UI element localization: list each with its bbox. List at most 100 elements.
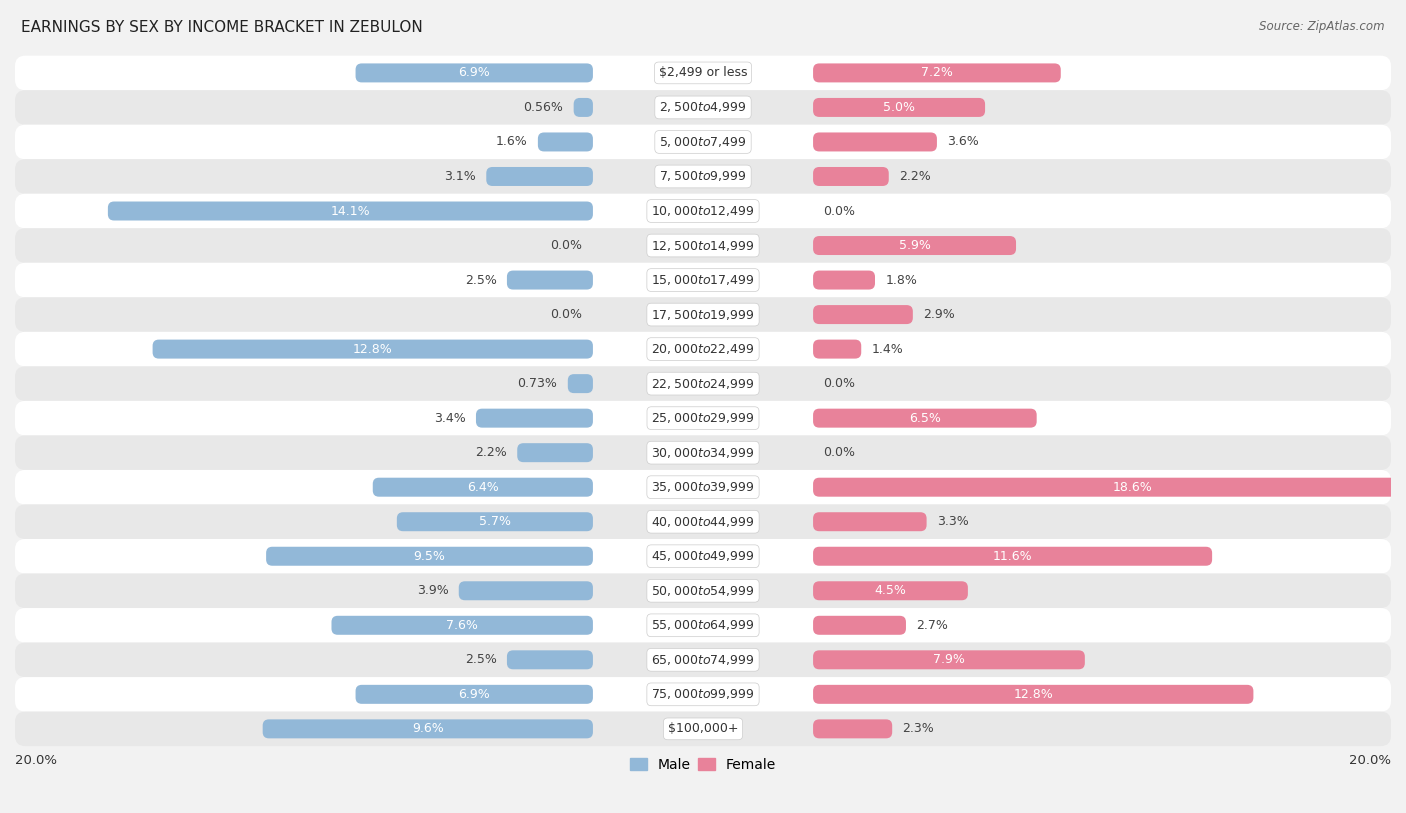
FancyBboxPatch shape [813,685,1253,704]
Text: 18.6%: 18.6% [1114,480,1153,493]
FancyBboxPatch shape [813,340,862,359]
Text: $17,500 to $19,999: $17,500 to $19,999 [651,307,755,322]
FancyBboxPatch shape [813,650,1085,669]
Text: 2.5%: 2.5% [465,273,496,286]
Text: $2,500 to $4,999: $2,500 to $4,999 [659,101,747,115]
FancyBboxPatch shape [356,685,593,704]
Text: 2.9%: 2.9% [924,308,955,321]
FancyBboxPatch shape [15,193,1391,228]
FancyBboxPatch shape [574,98,593,117]
FancyBboxPatch shape [15,573,1391,608]
Text: 0.0%: 0.0% [824,205,855,218]
FancyBboxPatch shape [813,547,1212,566]
Text: 2.2%: 2.2% [898,170,931,183]
Text: 0.0%: 0.0% [551,308,582,321]
FancyBboxPatch shape [813,133,936,151]
FancyBboxPatch shape [332,615,593,635]
FancyBboxPatch shape [813,271,875,289]
FancyBboxPatch shape [813,581,967,600]
FancyBboxPatch shape [15,90,1391,124]
FancyBboxPatch shape [15,677,1391,711]
Legend: Male, Female: Male, Female [624,752,782,777]
Text: 4.5%: 4.5% [875,585,907,598]
FancyBboxPatch shape [15,298,1391,332]
Text: 3.9%: 3.9% [416,585,449,598]
Text: 6.5%: 6.5% [908,411,941,424]
Text: 2.7%: 2.7% [917,619,948,632]
FancyBboxPatch shape [508,271,593,289]
FancyBboxPatch shape [517,443,593,462]
Text: $50,000 to $54,999: $50,000 to $54,999 [651,584,755,598]
Text: 5.7%: 5.7% [479,515,510,528]
Text: 6.4%: 6.4% [467,480,499,493]
FancyBboxPatch shape [15,159,1391,193]
FancyBboxPatch shape [813,63,1060,82]
FancyBboxPatch shape [538,133,593,151]
FancyBboxPatch shape [15,711,1391,746]
Text: 3.1%: 3.1% [444,170,477,183]
FancyBboxPatch shape [813,478,1406,497]
FancyBboxPatch shape [396,512,593,531]
FancyBboxPatch shape [15,470,1391,504]
FancyBboxPatch shape [813,305,912,324]
Text: $20,000 to $22,499: $20,000 to $22,499 [651,342,755,356]
Text: 3.6%: 3.6% [948,136,979,149]
FancyBboxPatch shape [15,332,1391,367]
FancyBboxPatch shape [263,720,593,738]
FancyBboxPatch shape [813,98,986,117]
Text: 1.8%: 1.8% [886,273,917,286]
Text: $5,000 to $7,499: $5,000 to $7,499 [659,135,747,149]
FancyBboxPatch shape [15,55,1391,90]
Text: 5.0%: 5.0% [883,101,915,114]
Text: 7.2%: 7.2% [921,67,953,80]
FancyBboxPatch shape [458,581,593,600]
Text: 2.5%: 2.5% [465,654,496,667]
Text: 2.2%: 2.2% [475,446,508,459]
Text: 0.0%: 0.0% [551,239,582,252]
FancyBboxPatch shape [813,720,893,738]
Text: $55,000 to $64,999: $55,000 to $64,999 [651,619,755,633]
FancyBboxPatch shape [15,504,1391,539]
Text: $12,500 to $14,999: $12,500 to $14,999 [651,238,755,253]
FancyBboxPatch shape [15,401,1391,436]
Text: 0.0%: 0.0% [824,377,855,390]
FancyBboxPatch shape [15,436,1391,470]
Text: $75,000 to $99,999: $75,000 to $99,999 [651,687,755,702]
Text: 14.1%: 14.1% [330,205,370,218]
Text: $2,499 or less: $2,499 or less [659,67,747,80]
FancyBboxPatch shape [813,615,905,635]
FancyBboxPatch shape [813,236,1017,255]
FancyBboxPatch shape [15,367,1391,401]
Text: 7.9%: 7.9% [934,654,965,667]
Text: 0.73%: 0.73% [517,377,558,390]
FancyBboxPatch shape [15,124,1391,159]
Text: $10,000 to $12,499: $10,000 to $12,499 [651,204,755,218]
Text: 20.0%: 20.0% [15,754,58,767]
FancyBboxPatch shape [356,63,593,82]
FancyBboxPatch shape [15,263,1391,298]
Text: 12.8%: 12.8% [1014,688,1053,701]
FancyBboxPatch shape [108,202,593,220]
Text: 12.8%: 12.8% [353,342,392,355]
Text: 6.9%: 6.9% [458,688,491,701]
FancyBboxPatch shape [477,409,593,428]
FancyBboxPatch shape [15,642,1391,677]
Text: 9.5%: 9.5% [413,550,446,563]
Text: 0.0%: 0.0% [824,446,855,459]
Text: 3.4%: 3.4% [434,411,465,424]
Text: $22,500 to $24,999: $22,500 to $24,999 [651,376,755,390]
FancyBboxPatch shape [15,228,1391,263]
FancyBboxPatch shape [813,512,927,531]
FancyBboxPatch shape [15,539,1391,573]
FancyBboxPatch shape [15,608,1391,642]
Text: 5.9%: 5.9% [898,239,931,252]
Text: 1.6%: 1.6% [496,136,527,149]
Text: 11.6%: 11.6% [993,550,1032,563]
Text: $7,500 to $9,999: $7,500 to $9,999 [659,169,747,184]
Text: 7.6%: 7.6% [446,619,478,632]
Text: 3.3%: 3.3% [936,515,969,528]
Text: 0.56%: 0.56% [523,101,564,114]
Text: 9.6%: 9.6% [412,723,444,736]
Text: 1.4%: 1.4% [872,342,903,355]
Text: $35,000 to $39,999: $35,000 to $39,999 [651,480,755,494]
